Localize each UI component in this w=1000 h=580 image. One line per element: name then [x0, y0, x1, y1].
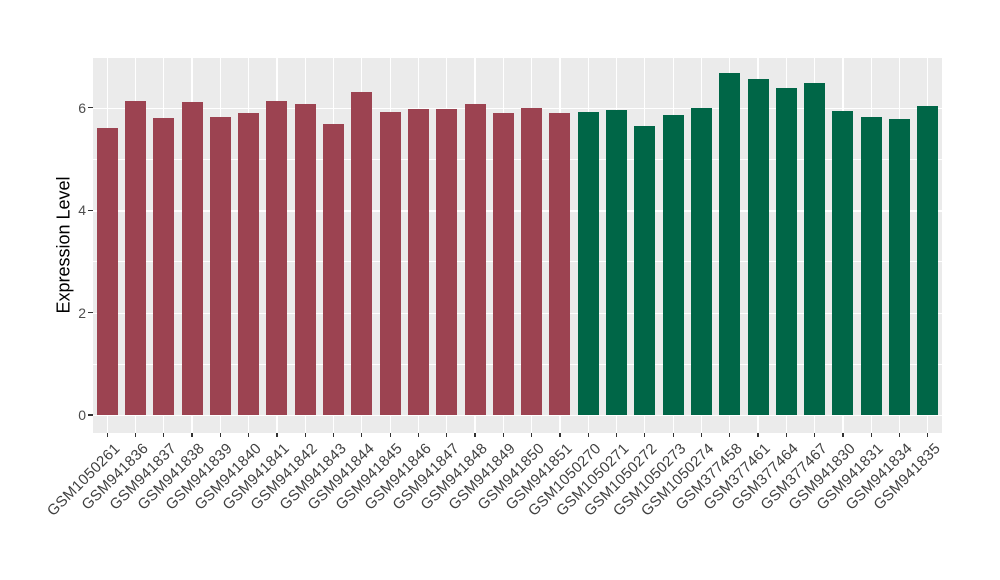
y-gridline-major: [93, 415, 942, 417]
bar-GSM1050274: [690, 108, 712, 415]
bar-GSM941838: [181, 102, 203, 415]
x-axis-tick-mark: [163, 433, 165, 437]
y-axis-tick-label: 4: [78, 202, 86, 219]
x-axis-tick-mark: [106, 433, 108, 437]
x-axis-tick-mark: [644, 433, 646, 437]
x-axis-tick-mark: [417, 433, 420, 437]
y-axis-tick-label: 2: [78, 304, 86, 321]
y-gridline-major: [93, 107, 942, 110]
bar-GSM941830: [832, 111, 854, 415]
bar-GSM941841: [266, 100, 288, 415]
bar-GSM1050272: [634, 125, 656, 415]
y-axis-tick-mark: [88, 107, 93, 109]
bar-GSM941844: [351, 92, 373, 415]
y-axis-tick-mark: [88, 414, 93, 416]
bar-GSM1050261: [96, 128, 118, 415]
x-axis-tick-mark: [898, 433, 901, 437]
y-axis-title-text: Expression Level: [53, 176, 74, 314]
x-axis-tick-mark: [191, 433, 193, 437]
x-axis-tick-mark: [531, 433, 533, 437]
bar-GSM941848: [464, 103, 486, 415]
x-axis-tick-mark: [446, 433, 448, 437]
x-axis-tick-mark: [134, 433, 137, 437]
bar-GSM1050273: [662, 114, 684, 415]
y-gridline-major: [93, 312, 942, 314]
x-axis-tick-mark: [700, 433, 703, 437]
x-axis-tick-mark: [927, 433, 929, 437]
x-axis-tick-mark: [814, 433, 816, 437]
bar-GSM941846: [407, 109, 429, 415]
x-axis-tick-mark: [729, 433, 731, 437]
x-axis-tick-mark: [842, 433, 844, 437]
x-axis-tick-mark: [870, 433, 872, 437]
y-gridline-minor: [93, 363, 942, 365]
x-axis-tick-mark: [559, 433, 561, 437]
x-axis-tick-mark: [361, 433, 363, 437]
x-axis-tick-mark: [248, 433, 250, 437]
x-axis-tick-mark: [276, 433, 278, 437]
x-axis-tick-mark: [672, 433, 674, 437]
x-axis-tick-mark: [785, 433, 787, 437]
bar-GSM941834: [889, 119, 911, 415]
bar-GSM377458: [719, 73, 741, 415]
bar-GSM941835: [917, 105, 939, 415]
y-gridline-minor: [93, 261, 942, 263]
bar-GSM1050271: [606, 109, 628, 415]
x-axis-tick-mark: [615, 433, 618, 437]
y-axis-tick-mark: [88, 209, 93, 211]
x-axis-tick-mark: [389, 433, 391, 437]
bar-GSM941836: [124, 100, 146, 415]
bar-GSM941842: [294, 104, 316, 415]
bar-GSM941839: [209, 117, 231, 415]
bar-GSM377467: [804, 82, 826, 415]
x-axis-tick-mark: [757, 433, 759, 437]
bar-GSM1050270: [577, 111, 599, 415]
bar-GSM941847: [436, 108, 458, 415]
x-axis-tick-mark: [332, 433, 335, 437]
x-axis-tick-mark: [587, 433, 589, 437]
bar-GSM941851: [549, 112, 571, 415]
bar-GSM941845: [379, 112, 401, 415]
y-axis-tick-label: 6: [78, 99, 86, 116]
y-axis-tick-label: 0: [78, 407, 86, 423]
y-axis-tick-mark: [88, 312, 93, 314]
bar-GSM941840: [238, 112, 260, 415]
bar-GSM377464: [775, 88, 797, 415]
y-gridline-minor: [93, 159, 942, 160]
plot-panel: [93, 58, 942, 433]
bar-GSM377461: [747, 79, 769, 415]
bar-GSM941831: [860, 117, 882, 415]
x-axis-tick-mark: [304, 433, 306, 437]
x-axis-tick-mark: [219, 433, 221, 437]
bar-GSM941837: [153, 118, 175, 415]
bar-GSM941843: [323, 124, 345, 415]
bar-GSM941850: [521, 107, 543, 415]
x-axis-tick-mark: [502, 433, 504, 437]
x-axis-tick-mark: [474, 433, 476, 437]
bar-GSM941849: [492, 112, 514, 415]
y-gridline-major: [93, 210, 942, 212]
